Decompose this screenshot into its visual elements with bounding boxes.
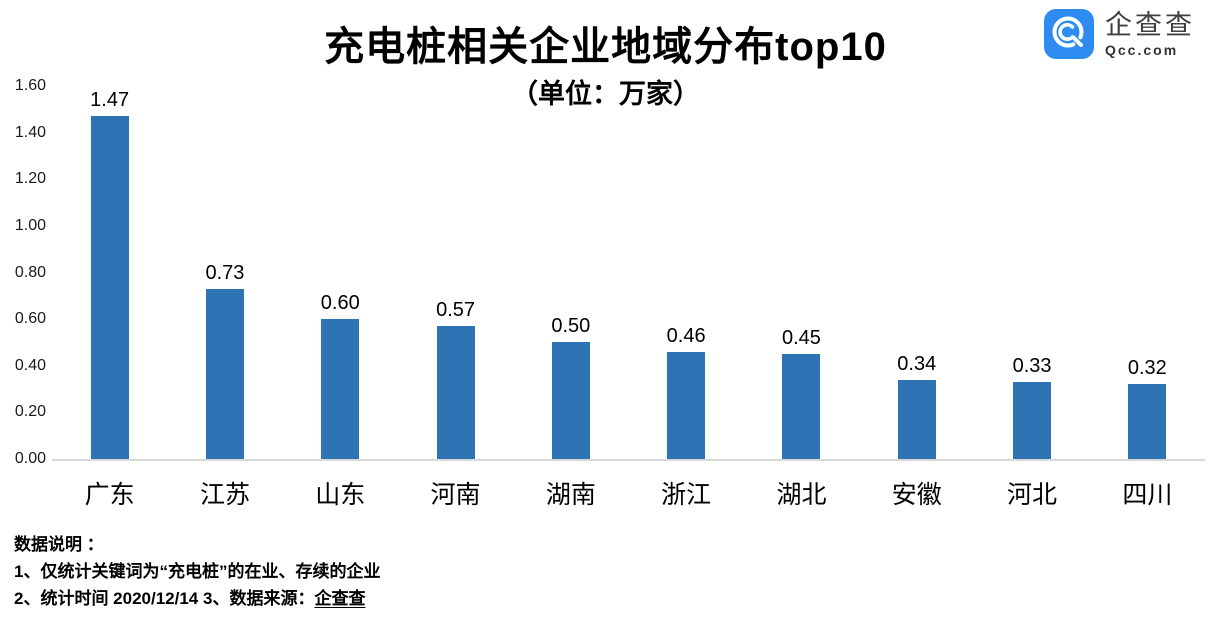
bar	[436, 326, 475, 459]
x-axis-category-label: 浙江	[661, 481, 712, 509]
data-notes: 数据说明 ： 1、仅统计关键词为“充电桩”的在业、存续的企业 2、统计时间 20…	[14, 531, 380, 612]
logo-domain: Qcc.com	[1105, 41, 1179, 58]
bar	[551, 342, 590, 459]
x-axis-category-label: 安徽	[891, 481, 942, 509]
x-axis-category-label: 河北	[1007, 481, 1058, 509]
bar	[782, 354, 821, 459]
note-line-2: 1、仅统计关键词为“充电桩”的在业、存续的企业	[14, 562, 381, 581]
bar-value-label: 0.33	[1012, 355, 1052, 378]
y-axis-tick-label: 0.80	[14, 263, 46, 281]
note-line-3-brand: 企查查	[314, 589, 366, 608]
y-axis-tick-label: 1.40	[14, 123, 46, 141]
note-line-3: 2、统计时间 2020/12/14 3、数据来源：企查查	[14, 585, 380, 612]
bar-value-label: 0.32	[1127, 357, 1167, 380]
bar-value-label: 0.57	[436, 299, 476, 322]
y-axis-tick-label: 1.60	[14, 77, 46, 94]
bar	[1013, 382, 1052, 459]
bar	[90, 116, 129, 459]
x-axis-category-label: 湖北	[776, 481, 827, 509]
bar-value-label: 0.60	[320, 292, 360, 315]
qcc-logo-text: 企查查 Qcc.com	[1105, 9, 1195, 58]
note-line-3-prefix: 2、统计时间 2020/12/14 3、数据来源：	[14, 589, 315, 608]
bar-value-label: 0.34	[897, 352, 937, 375]
y-axis-tick-label: 0.20	[14, 403, 46, 421]
qcc-logo: 企查查 Qcc.com	[1043, 8, 1195, 60]
bar	[897, 379, 936, 459]
bar-value-label: 0.46	[666, 324, 706, 347]
y-axis-tick-label: 1.20	[14, 170, 46, 188]
note-line-1: 数据说明 ：	[14, 535, 104, 554]
bar	[667, 351, 706, 459]
y-axis-tick-label: 1.00	[14, 216, 46, 234]
bar	[321, 319, 360, 459]
x-axis-category-label: 湖南	[545, 481, 596, 509]
x-axis-line	[52, 459, 1205, 461]
bar-value-label: 0.73	[205, 261, 245, 284]
y-axis-tick-label: 0.60	[14, 310, 46, 328]
x-axis-category-label: 四川	[1122, 481, 1173, 509]
x-axis-category-label: 广东	[84, 481, 135, 509]
bar-value-label: 0.50	[551, 315, 591, 338]
chart-title: 充电桩相关企业地域分布top10	[324, 25, 887, 69]
y-axis-tick-label: 0.00	[14, 450, 46, 467]
logo-brand-name: 企查查	[1105, 9, 1195, 40]
bar-value-label: 0.45	[781, 327, 821, 350]
x-axis-category-label: 江苏	[199, 481, 250, 509]
qcc-magnifier-icon	[1044, 9, 1094, 59]
x-axis-category-label: 河南	[430, 481, 481, 509]
bar	[205, 288, 244, 459]
x-axis-category-label: 山东	[315, 481, 366, 509]
bar	[1128, 384, 1167, 459]
chart-subtitle: （单位：万家）	[511, 79, 700, 109]
bar-value-label: 1.47	[90, 89, 130, 112]
y-axis-tick-label: 0.40	[14, 356, 46, 374]
